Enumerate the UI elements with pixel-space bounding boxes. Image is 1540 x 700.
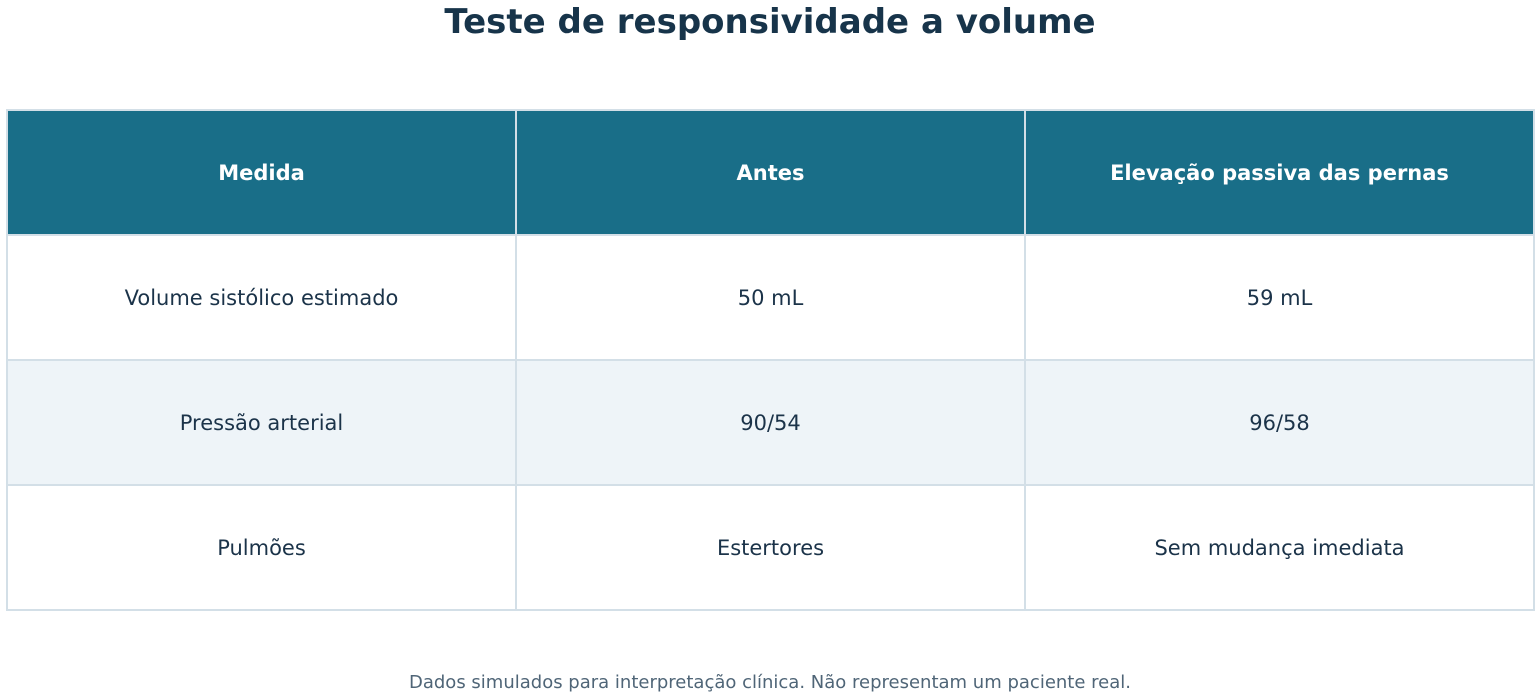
table-row: Pulmões Estertores Sem mudança imediata	[6, 484, 1535, 611]
header-cell: Antes	[515, 109, 1026, 236]
table-cell: 90/54	[515, 359, 1026, 486]
table-cell: Pressão arterial	[6, 359, 517, 486]
table-cell: Sem mudança imediata	[1024, 484, 1535, 611]
table-cell: 96/58	[1024, 359, 1535, 486]
table-cell: Volume sistólico estimado	[6, 234, 517, 361]
table-row: Volume sistólico estimado 50 mL 59 mL	[6, 234, 1535, 361]
header-cell: Medida	[6, 109, 517, 236]
table-body: Volume sistólico estimado 50 mL 59 mL Press…	[6, 234, 1535, 611]
table-cell: 59 mL	[1024, 234, 1535, 361]
header-cell: Elevação passiva das pernas	[1024, 109, 1535, 236]
table: Medida Antes Elevação passiva das pernas V…	[6, 109, 1535, 611]
table-cell: Pulmões	[6, 484, 517, 611]
table-row: Pressão arterial 90/54 96/58	[6, 359, 1535, 486]
table-cell: Estertores	[515, 484, 1026, 611]
title: Teste de responsividade a volume	[444, 2, 1096, 42]
table-cell: 50 mL	[515, 234, 1026, 361]
header-row: Medida Antes Elevação passiva das pernas	[6, 109, 1535, 236]
footnote: Dados simulados para interpretação clíni…	[408, 672, 1131, 693]
